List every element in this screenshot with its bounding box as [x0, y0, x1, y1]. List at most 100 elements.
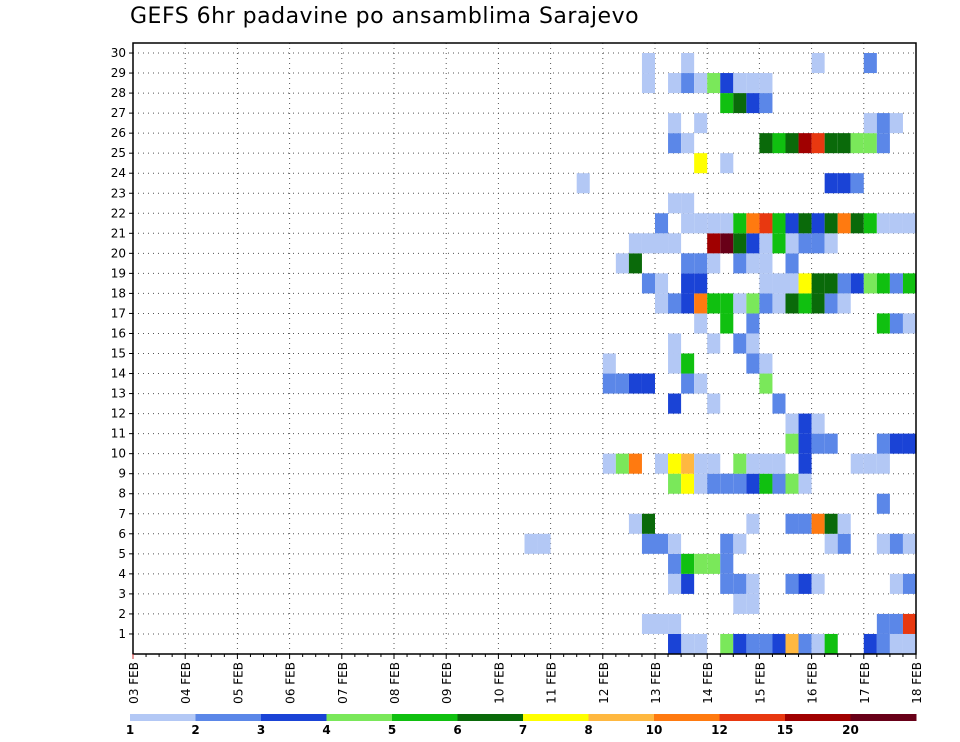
heatmap-cell — [863, 133, 877, 154]
heatmap-cell — [733, 533, 747, 554]
x-tick-label: 08 FEB — [388, 662, 402, 704]
heatmap-cell — [681, 453, 695, 474]
heatmap-cell — [694, 213, 708, 234]
y-tick-label: 28 — [111, 86, 126, 100]
heatmap-cell — [668, 573, 682, 594]
heatmap-cell — [733, 93, 747, 114]
colorbar-swatch — [261, 714, 327, 721]
colorbar-swatch — [588, 714, 655, 721]
heatmap-cell — [655, 453, 669, 474]
heatmap-cell — [785, 213, 799, 234]
heatmap-cell — [681, 193, 695, 214]
heatmap-cell — [902, 433, 916, 454]
heatmap-cell — [824, 233, 838, 254]
x-tick-label: 18 FEB — [910, 662, 924, 704]
y-tick-label: 15 — [111, 347, 126, 361]
heatmap-cell — [681, 473, 695, 494]
heatmap-cell — [850, 173, 864, 194]
heatmap-cell — [746, 573, 760, 594]
heatmap-cell — [785, 573, 799, 594]
heatmap-cell — [694, 453, 708, 474]
colorbar-label: 3 — [257, 723, 265, 737]
heatmap-cell — [824, 533, 838, 554]
heatmap-cell — [850, 273, 864, 294]
heatmap-cell — [720, 533, 734, 554]
heatmap-cell — [798, 473, 812, 494]
heatmap-cell — [746, 73, 760, 94]
colorbar-swatch — [326, 714, 393, 721]
colorbar-swatch — [654, 714, 720, 721]
heatmap-cell — [746, 293, 760, 314]
heatmap-cell — [902, 313, 916, 334]
y-tick-label: 11 — [111, 427, 126, 441]
heatmap-cell — [876, 113, 890, 134]
heatmap-cell — [694, 153, 708, 174]
heatmap-cell — [798, 233, 812, 254]
colorbar-label: 12 — [711, 723, 728, 737]
heatmap-cell — [668, 133, 682, 154]
heatmap-cell — [720, 73, 734, 94]
heatmap-cell — [733, 253, 747, 274]
heatmap-cell — [681, 213, 695, 234]
heatmap-cell — [681, 373, 695, 394]
heatmap-cell — [811, 573, 825, 594]
heatmap-cell — [720, 153, 734, 174]
heatmap-cell — [772, 233, 786, 254]
heatmap-cell — [759, 233, 773, 254]
heatmap-cell — [681, 293, 695, 314]
heatmap-cell — [668, 533, 682, 554]
heatmap-cell — [668, 193, 682, 214]
colorbar: 1 2 3 4 5 6 7 8 10 12 15 20 — [126, 714, 917, 737]
heatmap-cell — [824, 173, 838, 194]
heatmap-cell — [889, 433, 903, 454]
heatmap-cell — [772, 633, 786, 654]
heatmap-cell — [902, 213, 916, 234]
heatmap-cell — [785, 293, 799, 314]
heatmap-cell — [720, 93, 734, 114]
heatmap-cell — [720, 553, 734, 574]
heatmap-cell — [876, 213, 890, 234]
heatmap-cell — [759, 273, 773, 294]
y-tick-label: 5 — [118, 547, 126, 561]
heatmap-cell — [707, 233, 721, 254]
heatmap-cell — [694, 553, 708, 574]
x-tick-label: 03 FEB — [127, 662, 141, 704]
heatmap-cell — [759, 633, 773, 654]
y-tick-label: 13 — [111, 387, 126, 401]
colorbar-swatch — [392, 714, 458, 721]
heatmap-cell — [655, 533, 669, 554]
heatmap-cell — [863, 113, 877, 134]
heatmap-cell — [759, 253, 773, 274]
y-tick-label: 17 — [111, 306, 126, 320]
heatmap-cell — [876, 633, 890, 654]
heatmap-cell — [811, 233, 825, 254]
heatmap-cell — [811, 213, 825, 234]
colorbar-swatch — [523, 714, 589, 721]
heatmap-cell — [641, 613, 655, 634]
heatmap-cell — [863, 53, 877, 74]
heatmap-cell — [837, 213, 851, 234]
heatmap-cell — [733, 573, 747, 594]
heatmap-cell — [668, 393, 682, 414]
heatmap-cell — [641, 533, 655, 554]
colorbar-swatch — [719, 714, 786, 721]
heatmap-cell — [681, 133, 695, 154]
heatmap-cell — [576, 173, 590, 194]
x-tick-label: 04 FEB — [179, 662, 193, 704]
heatmap-cell — [824, 273, 838, 294]
heatmap-cell — [876, 133, 890, 154]
x-tick-label: 11 FEB — [545, 662, 559, 704]
heatmap-cell — [863, 453, 877, 474]
heatmap-cell — [850, 133, 864, 154]
heatmap-cell — [668, 473, 682, 494]
heatmap-cell — [746, 333, 760, 354]
heatmap-cell — [694, 273, 708, 294]
heatmap-cell — [733, 293, 747, 314]
heatmap-cell — [746, 213, 760, 234]
colorbar-swatch — [850, 714, 917, 721]
y-tick-label: 1 — [118, 627, 126, 641]
heatmap-cell — [772, 293, 786, 314]
heatmap-cell — [759, 473, 773, 494]
y-tick-label: 6 — [118, 527, 126, 541]
colorbar-label: 5 — [388, 723, 396, 737]
